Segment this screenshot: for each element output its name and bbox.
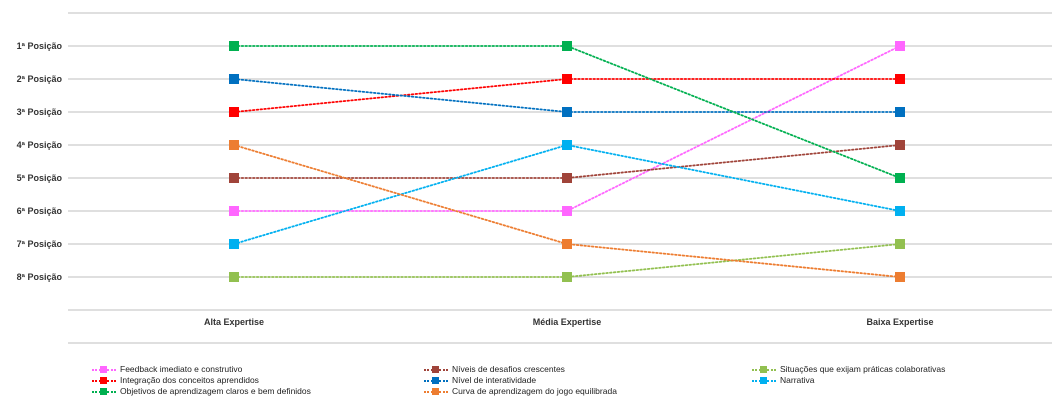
y-tick-label: 1ª Posição [17, 41, 63, 51]
y-tick-label: 3ª Posição [17, 107, 63, 117]
y-tick-label: 7ª Posição [17, 239, 63, 249]
legend-label: Integração dos conceitos aprendidos [120, 375, 259, 385]
data-point [895, 239, 905, 249]
data-point [562, 140, 572, 150]
legend-item: Curva de aprendizagem do jogo equilibrad… [424, 386, 617, 396]
legend-item: Narrativa [752, 375, 814, 385]
legend-item: Nível de interatividade [424, 375, 536, 385]
data-point [895, 41, 905, 51]
y-tick-label: 5ª Posição [17, 173, 63, 183]
legend-label: Feedback imediato e construtivo [120, 364, 243, 374]
data-point [562, 206, 572, 216]
data-point [562, 173, 572, 183]
data-point [562, 107, 572, 117]
data-point [229, 74, 239, 84]
legend-swatch [752, 365, 776, 374]
series-line [233, 45, 901, 212]
data-point [895, 272, 905, 282]
legend-swatch [424, 365, 448, 374]
y-tick-label: 6ª Posição [17, 206, 63, 216]
data-point [229, 140, 239, 150]
y-tick-label: 4ª Posição [17, 140, 63, 150]
data-point [562, 41, 572, 51]
data-point [562, 272, 572, 282]
data-point [895, 173, 905, 183]
legend-item: Objetivos de aprendizagem claros e bem d… [92, 386, 311, 396]
legend-swatch [92, 376, 116, 385]
legend-label: Situações que exijam práticas colaborati… [780, 364, 946, 374]
data-point [229, 173, 239, 183]
legend-item: Níveis de desafios crescentes [424, 364, 565, 374]
x-tick-label: Alta Expertise [204, 317, 264, 327]
data-point [895, 140, 905, 150]
data-point [229, 107, 239, 117]
legend-item: Feedback imediato e construtivo [92, 364, 242, 374]
data-point [229, 239, 239, 249]
legend-label: Narrativa [780, 375, 815, 385]
data-point [562, 239, 572, 249]
legend-label: Curva de aprendizagem do jogo equilibrad… [452, 386, 617, 396]
x-tick-label: Média Expertise [533, 317, 602, 327]
data-point [229, 206, 239, 216]
legend-label: Nível de interatividade [452, 375, 537, 385]
data-point [562, 74, 572, 84]
y-tick-label: 2ª Posição [17, 74, 63, 84]
legend-swatch [752, 376, 776, 385]
legend-swatch [424, 376, 448, 385]
legend-label: Objetivos de aprendizagem claros e bem d… [120, 386, 311, 396]
x-tick-label: Baixa Expertise [866, 317, 933, 327]
data-point [895, 107, 905, 117]
data-point [895, 74, 905, 84]
data-point [895, 206, 905, 216]
legend-item: Situações que exijam práticas colaborati… [752, 364, 945, 374]
legend-swatch [424, 387, 448, 396]
legend-label: Níveis de desafios crescentes [452, 364, 565, 374]
legend-swatch [92, 365, 116, 374]
legend-item: Integração dos conceitos aprendidos [92, 375, 259, 385]
data-point [229, 41, 239, 51]
y-tick-label: 8ª Posição [17, 272, 63, 282]
legend-swatch [92, 387, 116, 396]
series-line [233, 144, 901, 245]
data-point [229, 272, 239, 282]
